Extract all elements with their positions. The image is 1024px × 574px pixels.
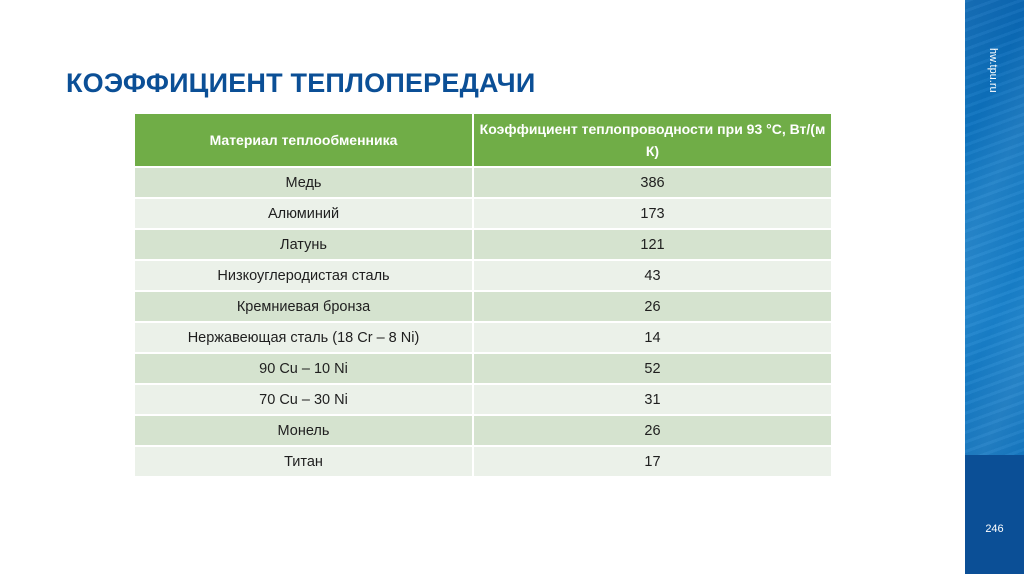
slide-title: КОЭФФИЦИЕНТ ТЕПЛОПЕРЕДАЧИ — [66, 68, 536, 98]
material-cell: Нержавеющая сталь (18 Cr – 8 Ni) — [133, 321, 474, 354]
side-decorative-panel: hw.tpu.ru 246 — [965, 0, 1024, 574]
value-cell: 43 — [472, 259, 833, 292]
column-header-coefficient: Коэффициент теплопроводности при 93 °С, … — [472, 112, 833, 168]
table-row: Кремниевая бронза 26 — [133, 290, 833, 323]
value-cell: 31 — [472, 383, 833, 416]
table-row: 70 Cu – 30 Ni 31 — [133, 383, 833, 416]
table-row: Монель 26 — [133, 414, 833, 447]
table-row: 90 Cu – 10 Ni 52 — [133, 352, 833, 385]
thermal-conductivity-table: Материал теплообменника Коэффициент тепл… — [133, 112, 833, 478]
side-panel-footer — [965, 455, 1024, 574]
table-row: Латунь 121 — [133, 228, 833, 261]
table-row: Алюминий 173 — [133, 197, 833, 230]
value-cell: 14 — [472, 321, 833, 354]
value-cell: 173 — [472, 197, 833, 230]
value-cell: 386 — [472, 166, 833, 199]
value-cell: 17 — [472, 445, 833, 478]
value-cell: 26 — [472, 290, 833, 323]
material-cell: Монель — [133, 414, 474, 447]
material-cell: Медь — [133, 166, 474, 199]
value-cell: 52 — [472, 352, 833, 385]
material-cell: Титан — [133, 445, 474, 478]
column-header-material: Материал теплообменника — [133, 112, 474, 168]
site-url-label: hw.tpu.ru — [987, 48, 999, 93]
material-cell: 90 Cu – 10 Ni — [133, 352, 474, 385]
table-row: Низкоуглеродистая сталь 43 — [133, 259, 833, 292]
table-row: Нержавеющая сталь (18 Cr – 8 Ni) 14 — [133, 321, 833, 354]
material-cell: Алюминий — [133, 197, 474, 230]
material-cell: 70 Cu – 30 Ni — [133, 383, 474, 416]
table-header-row: Материал теплообменника Коэффициент тепл… — [133, 112, 833, 168]
table-row: Титан 17 — [133, 445, 833, 478]
value-cell: 121 — [472, 228, 833, 261]
table-row: Медь 386 — [133, 166, 833, 199]
page-number: 246 — [985, 523, 1004, 535]
material-cell: Кремниевая бронза — [133, 290, 474, 323]
value-cell: 26 — [472, 414, 833, 447]
material-cell: Низкоуглеродистая сталь — [133, 259, 474, 292]
material-cell: Латунь — [133, 228, 474, 261]
